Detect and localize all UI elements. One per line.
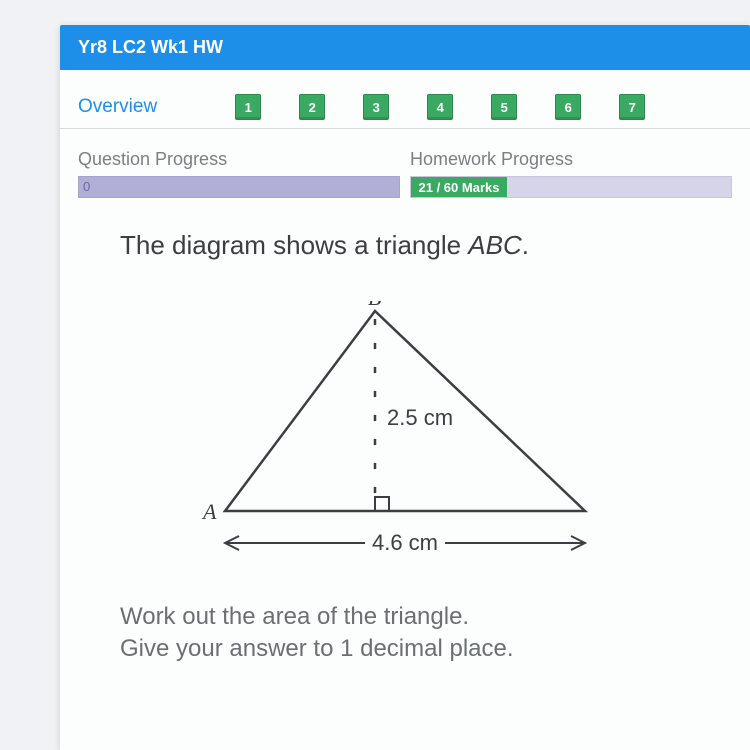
svg-text:2.5 cm: 2.5 cm <box>387 405 453 430</box>
app-window: Yr8 LC2 Wk1 HW Overview 1 2 3 4 5 6 7 Qu… <box>60 25 750 750</box>
question-text: The diagram shows a triangle ABC. <box>60 204 750 271</box>
question-progress-bar: 0 <box>78 176 400 198</box>
question-nav-5[interactable]: 5 <box>491 94 517 120</box>
question-nav-4[interactable]: 4 <box>427 94 453 120</box>
instructions: Work out the area of the triangle. Give … <box>60 581 750 676</box>
homework-progress-col: Homework Progress 21 / 60 Marks <box>410 149 732 198</box>
homework-progress-bar: 21 / 60 Marks <box>410 176 732 198</box>
title-text: Yr8 LC2 Wk1 HW <box>78 37 223 57</box>
question-text-a: The diagram shows a triangle <box>120 230 468 260</box>
question-progress-col: Question Progress 0 <box>78 149 400 198</box>
question-progress-label: Question Progress <box>78 149 400 170</box>
triangle-diagram: A B 2.5 cm 4.6 cm <box>185 301 625 571</box>
homework-progress-fill: 21 / 60 Marks <box>411 177 507 197</box>
question-text-b: ABC <box>468 230 521 260</box>
instruction-line-2: Give your answer to 1 decimal place. <box>120 633 710 665</box>
homework-progress-label: Homework Progress <box>410 149 732 170</box>
title-bar: Yr8 LC2 Wk1 HW <box>60 25 750 70</box>
question-nav: Overview 1 2 3 4 5 6 7 <box>60 70 750 129</box>
question-nav-3[interactable]: 3 <box>363 94 389 120</box>
question-nav-2[interactable]: 2 <box>299 94 325 120</box>
question-nav-6[interactable]: 6 <box>555 94 581 120</box>
svg-text:4.6 cm: 4.6 cm <box>372 530 438 555</box>
content-area: Overview 1 2 3 4 5 6 7 Question Progress… <box>60 70 750 676</box>
question-nav-7[interactable]: 7 <box>619 94 645 120</box>
svg-text:B: B <box>368 301 381 310</box>
diagram-area: A B 2.5 cm 4.6 cm <box>60 271 750 581</box>
instruction-line-1: Work out the area of the triangle. <box>120 601 710 633</box>
overview-link[interactable]: Overview <box>78 96 157 118</box>
question-nav-1[interactable]: 1 <box>235 94 261 120</box>
question-text-c: . <box>522 230 529 260</box>
svg-text:A: A <box>201 499 217 524</box>
progress-row: Question Progress 0 Homework Progress 21… <box>60 129 750 204</box>
